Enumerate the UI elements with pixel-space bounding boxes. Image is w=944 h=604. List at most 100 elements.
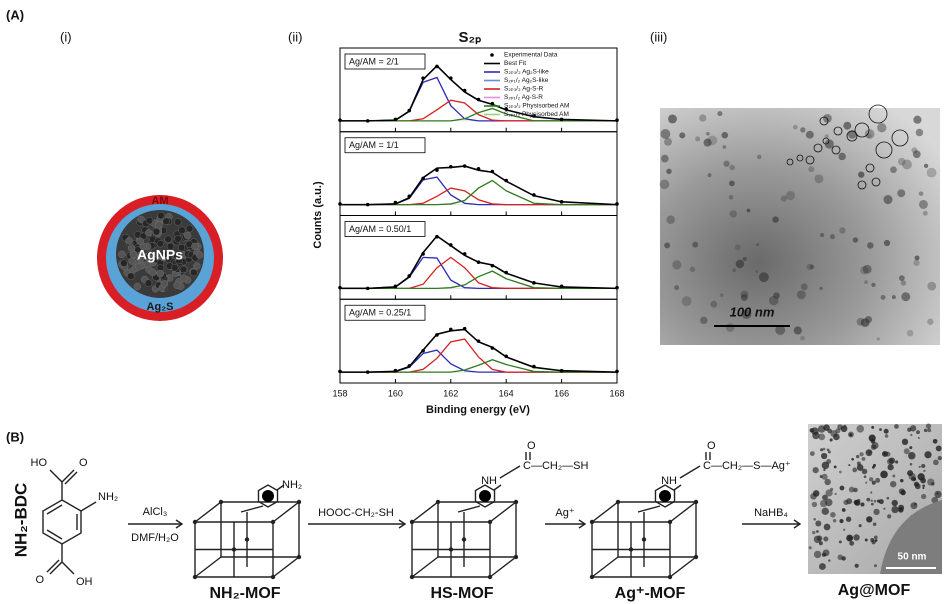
x-tick-label: 160 (388, 388, 403, 398)
particle (849, 487, 855, 493)
chem-group: NH₂ (282, 479, 302, 491)
particle (866, 516, 872, 522)
particle (834, 465, 837, 468)
particle (812, 531, 815, 534)
particle (918, 437, 920, 439)
node (642, 537, 646, 541)
reagent: NaHB₄ (754, 507, 788, 519)
particle (825, 489, 832, 496)
particle (720, 293, 724, 297)
particle (129, 258, 136, 265)
particle (118, 251, 125, 258)
particle (885, 434, 889, 438)
particle (853, 534, 859, 540)
component-line (340, 100, 617, 121)
particle (898, 158, 906, 166)
particle (191, 243, 198, 250)
particle (180, 275, 187, 282)
particle (723, 145, 726, 148)
data-point (477, 98, 481, 102)
particle (161, 280, 168, 287)
particle (846, 517, 851, 522)
node (590, 520, 594, 524)
particle (872, 481, 876, 485)
particle (846, 498, 852, 504)
data-point (366, 287, 370, 291)
particle (813, 518, 816, 521)
data-point (394, 284, 398, 288)
node (488, 575, 492, 579)
data-point (477, 167, 481, 171)
particle (899, 275, 905, 281)
particle (846, 535, 853, 542)
particle (828, 559, 830, 561)
node (629, 547, 633, 551)
particle (690, 267, 695, 272)
particle (866, 498, 870, 502)
particle (864, 280, 868, 284)
particle (823, 536, 828, 541)
bond (638, 506, 660, 512)
particle (157, 212, 164, 219)
particle (856, 455, 859, 458)
particle (894, 424, 899, 429)
particle (153, 228, 160, 235)
particle (869, 477, 873, 481)
particle (149, 269, 156, 276)
particle (810, 265, 815, 270)
data-point (491, 346, 495, 350)
particle (682, 296, 692, 306)
particle (915, 255, 920, 260)
aromatic (262, 490, 274, 502)
particle (772, 216, 778, 222)
data-point (338, 118, 342, 122)
data-point (532, 281, 536, 285)
chem-group: NH (481, 475, 497, 487)
particle (886, 497, 889, 500)
chem-group: O (707, 440, 716, 452)
particle (729, 180, 735, 186)
particle (892, 500, 898, 506)
particle (730, 210, 737, 217)
particle (759, 272, 769, 282)
particle (922, 487, 924, 489)
data-point (504, 354, 508, 358)
cube-edge (592, 557, 618, 577)
chem-group: NH₂ (98, 491, 118, 503)
particle (134, 283, 141, 290)
subplot-label: Ag/AM = 2/1 (349, 56, 399, 66)
particle (171, 264, 178, 271)
cube-edge (195, 557, 221, 577)
particle (904, 448, 910, 454)
particle (190, 269, 197, 276)
particle (193, 262, 200, 269)
particle (735, 244, 741, 250)
data-point (560, 118, 564, 122)
particle (891, 506, 898, 513)
particle (664, 138, 672, 146)
particle (854, 500, 860, 506)
particle (853, 237, 858, 242)
reagent: Ag⁺ (555, 507, 574, 519)
particle (747, 209, 751, 213)
data-point (491, 102, 495, 106)
particle (914, 503, 917, 506)
particle (827, 449, 830, 452)
chem-group: O (35, 574, 44, 586)
particle (892, 295, 896, 299)
particle (813, 467, 819, 473)
node (694, 555, 698, 559)
particle (184, 232, 191, 239)
particle (706, 132, 709, 135)
particle (822, 508, 829, 515)
data-point (338, 286, 342, 290)
particle (834, 493, 836, 495)
particle (801, 283, 808, 290)
data-point (463, 252, 467, 256)
shell-label: AM (151, 195, 168, 207)
node (193, 575, 197, 579)
particle (797, 290, 806, 299)
node (616, 500, 620, 504)
particle (813, 490, 820, 497)
particle (855, 564, 859, 568)
